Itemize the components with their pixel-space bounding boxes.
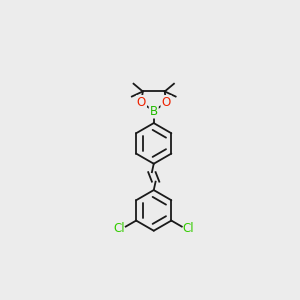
Text: Cl: Cl bbox=[113, 222, 125, 235]
Text: Cl: Cl bbox=[183, 222, 194, 235]
Text: O: O bbox=[137, 96, 146, 109]
Text: B: B bbox=[150, 105, 158, 118]
Text: O: O bbox=[161, 96, 171, 109]
